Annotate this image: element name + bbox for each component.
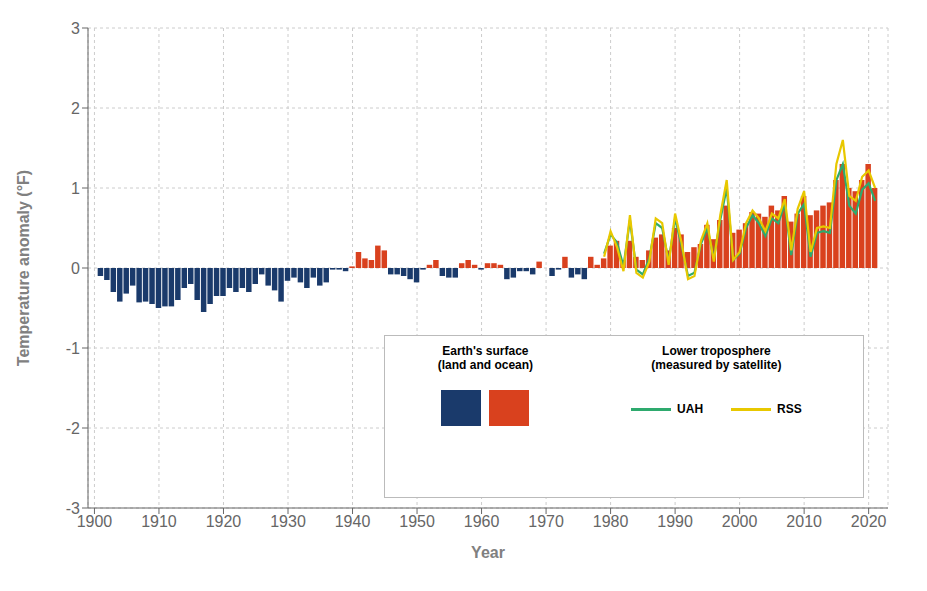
svg-text:Year: Year	[471, 544, 505, 561]
html-text:Earth's surface (land and ocea: Earth's surface (land and ocean)	[437, 344, 534, 373]
svg-text:0: 0	[71, 260, 80, 277]
svg-text:2: 2	[71, 100, 80, 117]
svg-text:3: 3	[71, 20, 80, 37]
svg-text:1: 1	[71, 180, 80, 197]
svg-text:2010: 2010	[786, 513, 822, 530]
svg-text:1930: 1930	[270, 513, 306, 530]
svg-text:-2: -2	[66, 420, 80, 437]
svg-text:1900: 1900	[77, 513, 113, 530]
svg-text:1940: 1940	[335, 513, 371, 530]
html-text:UAH: UAH	[677, 402, 703, 417]
svg-text:Temperature anomaly (°F): Temperature anomaly (°F)	[15, 170, 32, 366]
svg-text:1910: 1910	[141, 513, 177, 530]
svg-text:-3: -3	[66, 500, 80, 517]
svg-text:1980: 1980	[593, 513, 629, 530]
svg-text:2000: 2000	[722, 513, 758, 530]
svg-text:1970: 1970	[528, 513, 564, 530]
svg-text:-1: -1	[66, 340, 80, 357]
svg-text:1960: 1960	[464, 513, 500, 530]
svg-text:1990: 1990	[657, 513, 693, 530]
svg-text:1920: 1920	[206, 513, 242, 530]
svg-text:2020: 2020	[851, 513, 887, 530]
html-text:Lower troposphere (measured by: Lower troposphere (measured by satellite…	[651, 344, 782, 373]
svg-text:1950: 1950	[399, 513, 435, 530]
html-text:RSS: RSS	[777, 402, 802, 417]
